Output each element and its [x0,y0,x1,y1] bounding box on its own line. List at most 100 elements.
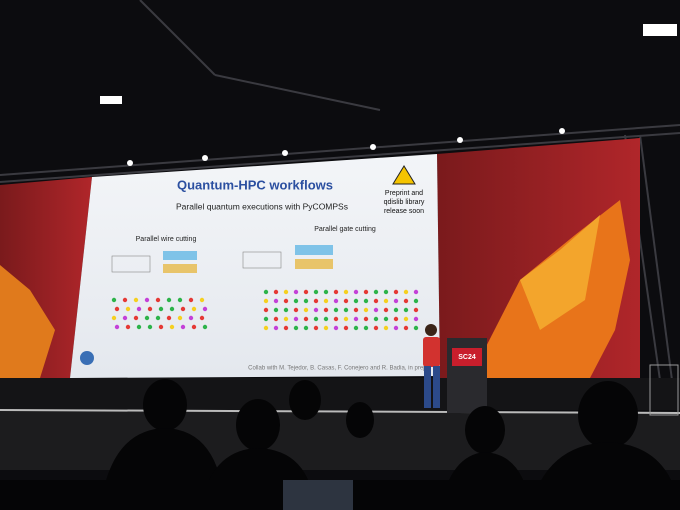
right-screen-art [520,215,600,330]
graph-node [283,289,289,295]
graph-node [293,316,299,322]
graph-node [353,325,359,331]
graph-node [383,289,389,295]
graph-node [180,324,186,330]
slide [70,154,440,378]
graph-node [147,324,153,330]
graph-node [323,325,329,331]
graph-node [155,297,161,303]
graph-node [169,324,175,330]
graph-node [323,298,329,304]
stage-backdrop [0,378,680,410]
circuit-boxes [111,245,333,273]
graph-node [393,298,399,304]
graph-node [313,289,319,295]
graph-node [273,316,279,322]
graph-node [373,298,379,304]
graph-node [393,316,399,322]
workflow-graph [111,289,419,331]
podium-logo: SC24 [458,354,476,361]
graph-node [136,324,142,330]
graph-node [393,289,399,295]
podium: SC24 [447,338,487,413]
graph-node [383,316,389,322]
graph-node [283,298,289,304]
graph-node [273,325,279,331]
graph-node [293,298,299,304]
graph-node [343,307,349,313]
graph-node [383,307,389,313]
graph-node [144,297,150,303]
graph-node [403,307,409,313]
graph-node [177,315,183,321]
graph-node [114,324,120,330]
notice-line: qdislib library [384,199,425,206]
graph-node [177,297,183,303]
graph-node [136,306,142,312]
graph-node [303,316,309,322]
notice-line: release soon [384,208,424,215]
graph-node [363,298,369,304]
graph-node [313,316,319,322]
graph-node [133,297,139,303]
graph-node [144,315,150,321]
graph-node [353,316,359,322]
laptop-screen [283,480,353,510]
slide-subtitle: Parallel quantum executions with PyCOMPS… [176,201,348,211]
graph-node [343,316,349,322]
graph-node [393,307,399,313]
slide-title: Quantum-HPC workflows [177,177,333,192]
graph-node [263,298,269,304]
stage-edge [0,409,680,414]
graph-node [273,298,279,304]
truss [0,0,680,381]
graph-node [125,324,131,330]
graph-node [169,306,175,312]
graph-node [363,325,369,331]
graph-node [323,307,329,313]
left-label: Parallel wire cutting [136,236,197,243]
graph-node [363,316,369,322]
graph-node [125,306,131,312]
graph-node [353,298,359,304]
graph-node [133,315,139,321]
graph-node [199,315,205,321]
graph-node [188,315,194,321]
graph-node [199,297,205,303]
graph-node [333,307,339,313]
graph-node [122,315,128,321]
graph-node [147,306,153,312]
graph-node [111,297,117,303]
graph-node [155,315,161,321]
graph-node [373,307,379,313]
graph-node [403,316,409,322]
graph-node [191,306,197,312]
graph-node [166,315,172,321]
graph-node [313,298,319,304]
graph-node [303,298,309,304]
graph-node [413,289,419,295]
graph-node [353,307,359,313]
graph-node [263,316,269,322]
graph-node [333,289,339,295]
graph-node [333,316,339,322]
graph-node [363,289,369,295]
notice-line: Preprint and [385,190,423,197]
graph-node [273,289,279,295]
graph-node [333,325,339,331]
graph-node [283,316,289,322]
right-label: Parallel gate cutting [314,226,376,233]
graph-node [158,306,164,312]
graph-node [403,289,409,295]
graph-node [111,315,117,321]
graph-node [273,307,279,313]
railing [649,364,679,416]
graph-node [383,298,389,304]
graph-node [283,307,289,313]
graph-node [343,289,349,295]
graph-node [188,297,194,303]
graph-node [323,316,329,322]
stage-lights [100,24,677,166]
graph-node [114,306,120,312]
